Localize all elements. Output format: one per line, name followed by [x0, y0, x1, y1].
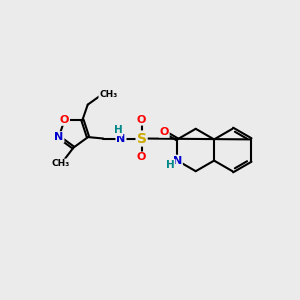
Text: O: O — [137, 115, 146, 125]
Text: H: H — [114, 125, 122, 135]
Text: S: S — [136, 131, 147, 146]
Text: N: N — [116, 134, 126, 143]
Text: CH₃: CH₃ — [51, 159, 70, 168]
Text: CH₃: CH₃ — [99, 90, 118, 99]
Text: N: N — [173, 156, 182, 166]
Text: O: O — [137, 152, 146, 162]
Text: O: O — [60, 115, 69, 125]
Text: N: N — [54, 132, 64, 142]
Text: O: O — [159, 127, 169, 137]
Text: H: H — [166, 160, 175, 170]
